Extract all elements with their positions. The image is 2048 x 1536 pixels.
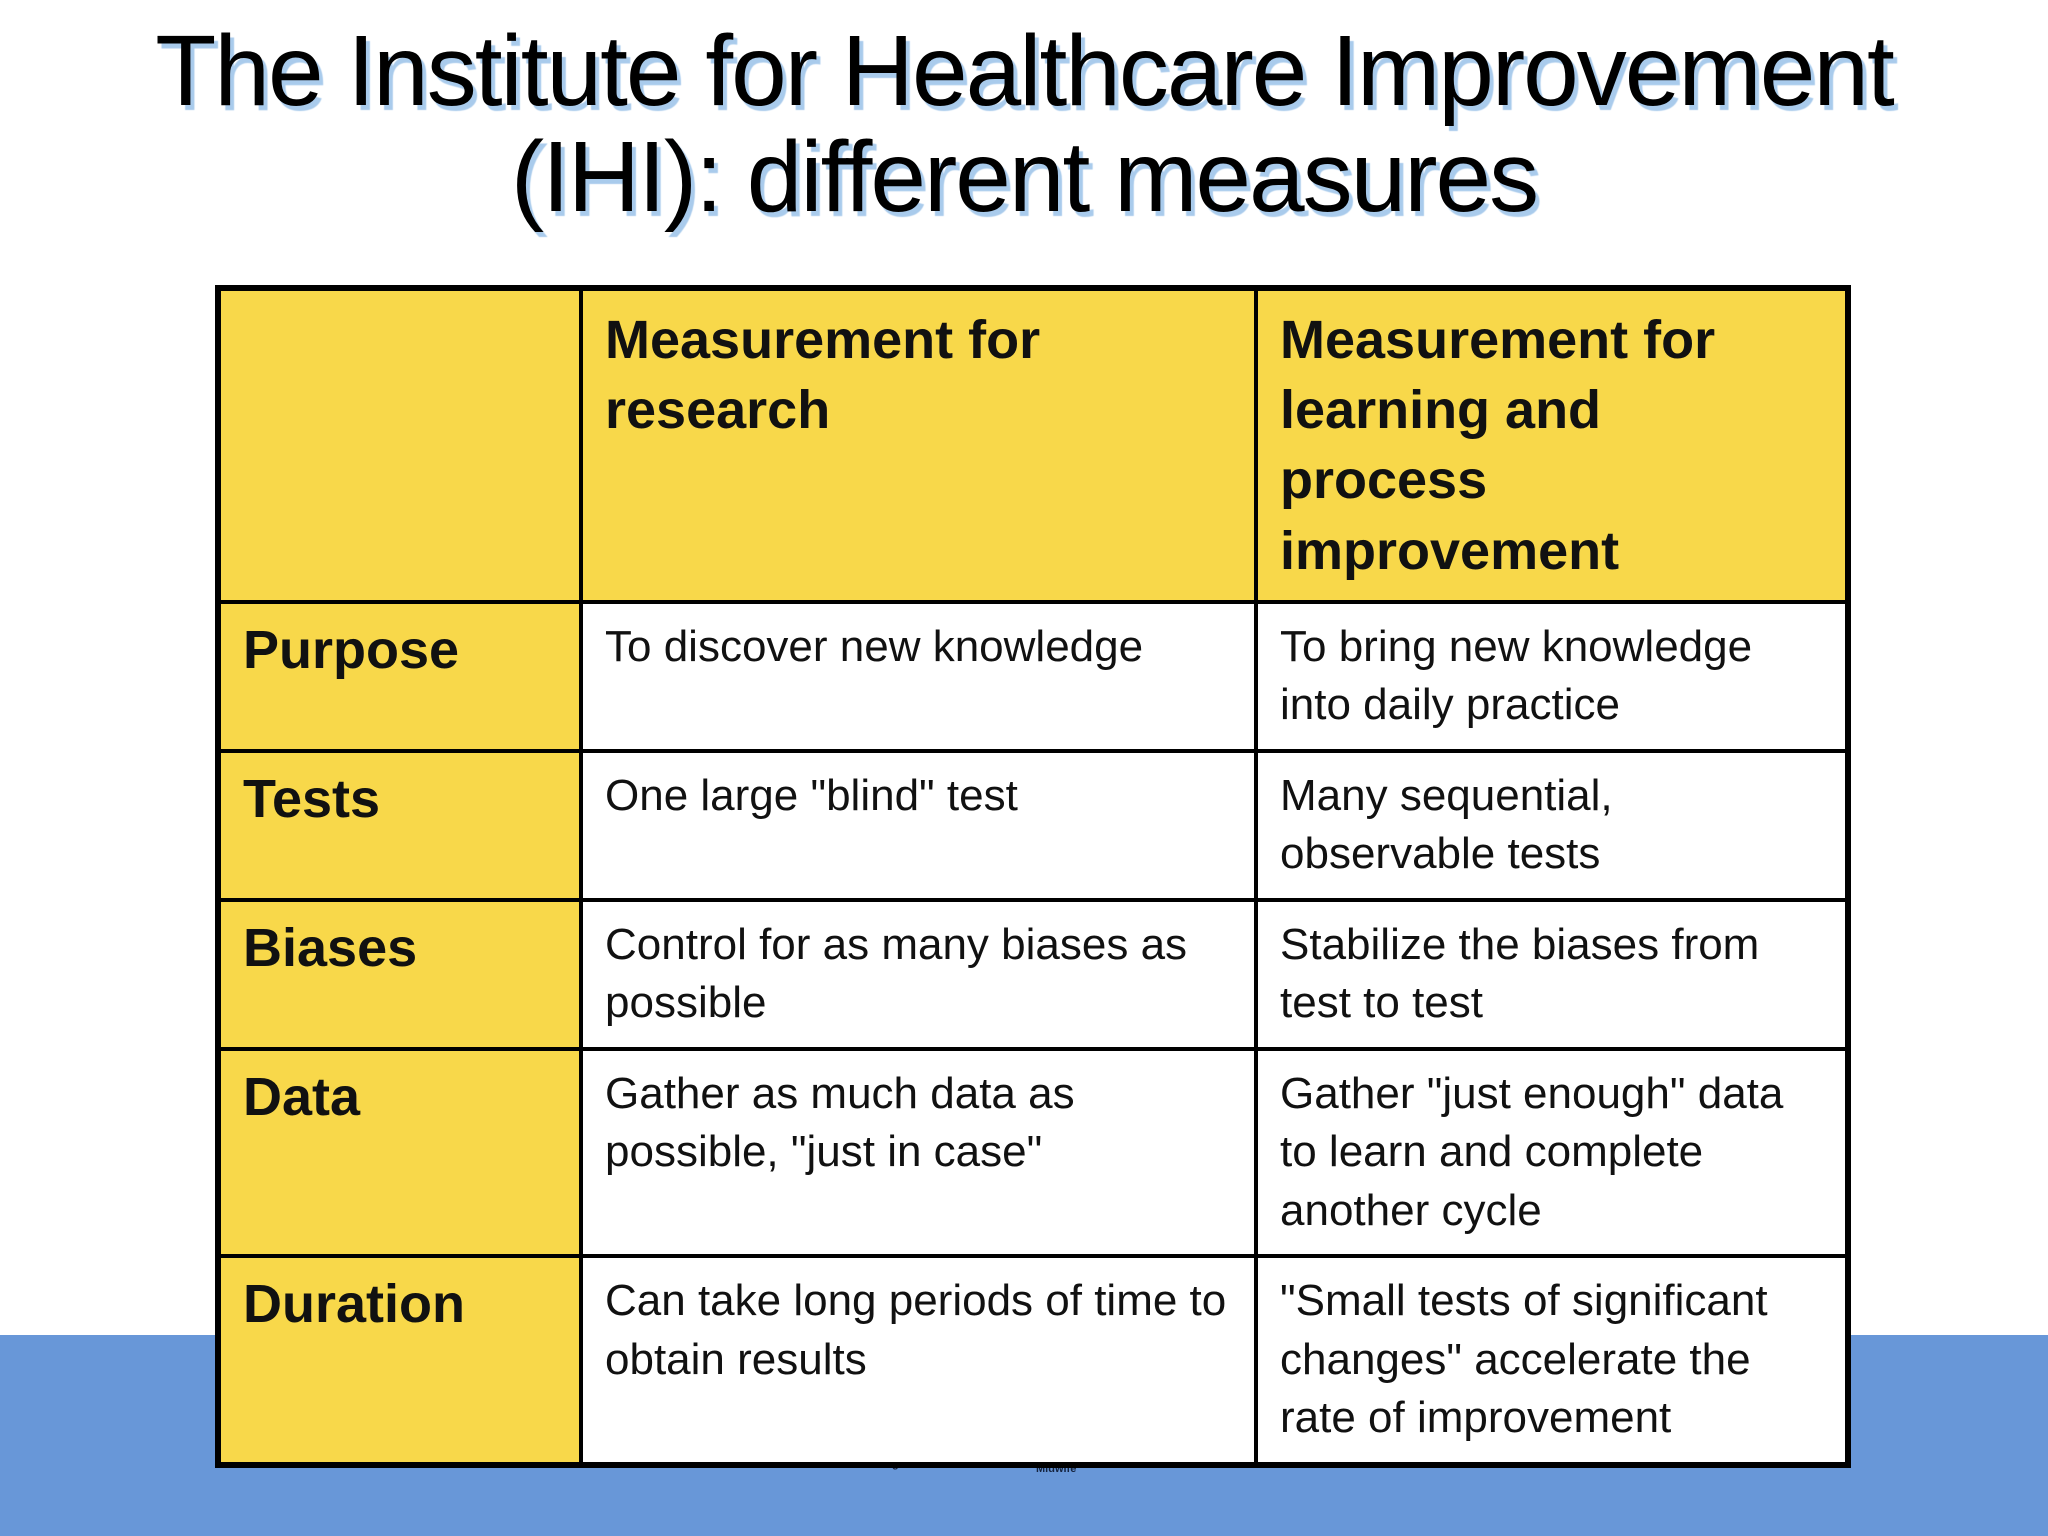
cell-duration-improvement: "Small tests of significant changes" acc… [1254, 1254, 1850, 1467]
table-header-row: Measurement for research Measurement for… [216, 286, 1850, 604]
cell-tests-research: One large "blind" test [579, 748, 1258, 902]
cell-data-improvement: Gather "just enough" data to learn and c… [1254, 1046, 1850, 1259]
page-title: The Institute for Healthcare Improvement… [0, 18, 2048, 230]
row-label-tests: Tests [216, 748, 583, 902]
measures-comparison-table: Measurement for research Measurement for… [215, 285, 1851, 1468]
table-row: Biases Control for as many biases as pos… [216, 897, 1850, 1051]
cell-tests-improvement: Many sequential, observable tests [1254, 748, 1850, 902]
cell-biases-improvement: Stabilize the biases from test to test [1254, 897, 1850, 1051]
cell-biases-research: Control for as many biases as possible [579, 897, 1258, 1051]
row-label-data: Data [216, 1046, 583, 1259]
cell-data-research: Gather as much data as possible, "just i… [579, 1046, 1258, 1259]
table-row: Tests One large "blind" test Many sequen… [216, 748, 1850, 902]
table-row: Purpose To discover new knowledge To bri… [216, 599, 1850, 753]
row-label-purpose: Purpose [216, 599, 583, 753]
column-header-improvement: Measurement for learning and process imp… [1254, 286, 1850, 604]
page-title-line1: The Institute for Healthcare Improvement [155, 15, 1894, 127]
cell-duration-research: Can take long periods of time to obtain … [579, 1254, 1258, 1467]
cell-purpose-research: To discover new knowledge [579, 599, 1258, 753]
table-row: Duration Can take long periods of time t… [216, 1254, 1850, 1467]
column-header-research: Measurement for research [579, 286, 1258, 604]
cell-purpose-improvement: To bring new knowledge into daily practi… [1254, 599, 1850, 753]
page-title-line2: (IHI): different measures [510, 121, 1539, 233]
corner-cell [216, 286, 583, 604]
row-label-duration: Duration [216, 1254, 583, 1467]
row-label-biases: Biases [216, 897, 583, 1051]
table-row: Data Gather as much data as possible, "j… [216, 1046, 1850, 1259]
